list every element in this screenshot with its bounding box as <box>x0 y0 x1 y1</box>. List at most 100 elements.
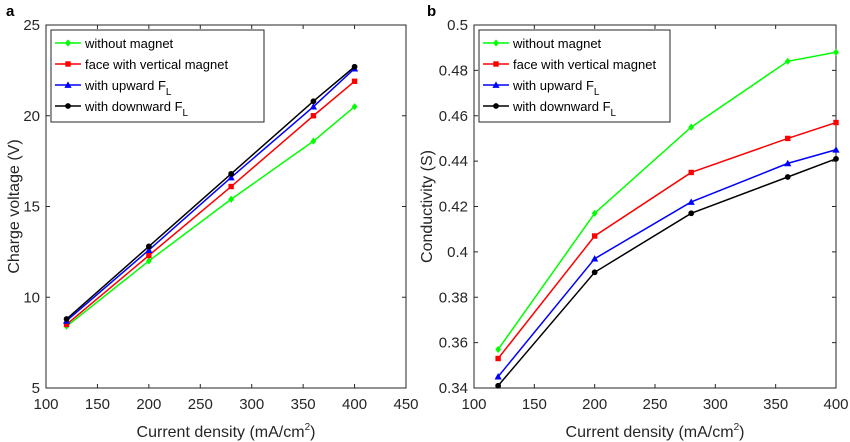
data-point-marker <box>228 170 235 177</box>
data-point-marker <box>227 173 235 181</box>
y-tick-label: 5 <box>32 380 40 397</box>
legend: without magnet face with vertical magnet w… <box>478 29 671 123</box>
y-tick-label: 0.5 <box>447 17 468 34</box>
legend-entry-label: with downward FL <box>84 99 189 119</box>
data-point-marker <box>833 48 839 56</box>
series-1 <box>495 48 839 354</box>
y-tick-label: 10 <box>23 289 40 306</box>
x-tick-label: 350 <box>291 396 316 413</box>
data-point-marker <box>351 103 358 111</box>
x-tick-label: 400 <box>342 396 367 413</box>
series-3 <box>62 64 359 324</box>
series-line <box>66 106 356 327</box>
data-point-marker <box>65 103 71 109</box>
data-point-marker <box>63 316 70 322</box>
data-point-marker <box>492 81 500 88</box>
data-point-marker <box>591 255 599 262</box>
data-point-marker <box>833 155 839 162</box>
series-2 <box>63 78 358 328</box>
legend: without magnet face with vertical magnet w… <box>50 29 265 123</box>
legend-entry-label: with downward FL <box>512 99 617 119</box>
data-point-marker <box>785 135 791 142</box>
data-point-marker <box>832 146 840 153</box>
x-tick-label: 100 <box>33 396 58 413</box>
data-point-marker <box>591 269 598 276</box>
data-point-marker <box>145 243 152 250</box>
data-point-marker <box>688 210 695 217</box>
series-3 <box>494 146 840 380</box>
panel-a: a 100 150 200 250 300 350 400 450 5 10 15 20 25 Curren… <box>6 3 419 441</box>
x-tick-label: 350 <box>763 396 788 413</box>
y-tick-label: 0.48 <box>439 62 468 79</box>
y-tick-label: 0.46 <box>439 108 468 125</box>
data-point-marker <box>688 123 695 131</box>
legend-entry-label: face with vertical magnet <box>513 57 656 72</box>
series-line <box>497 149 837 378</box>
x-tick-label: 250 <box>642 396 667 413</box>
y-tick-label: 0.42 <box>439 199 468 216</box>
data-point-marker <box>63 321 70 328</box>
x-tick-label: 250 <box>188 396 213 413</box>
data-point-marker <box>784 174 791 180</box>
y-tick-label: 0.36 <box>439 335 468 352</box>
data-point-marker <box>309 103 318 110</box>
data-point-marker <box>145 246 153 253</box>
series-4 <box>495 155 839 389</box>
data-point-marker <box>591 233 598 239</box>
x-tick-label: 300 <box>239 396 264 413</box>
data-point-marker <box>351 78 358 84</box>
data-point-marker <box>493 39 499 47</box>
legend-box <box>478 29 671 123</box>
data-point-marker <box>784 57 791 65</box>
legend-entry-label: with upward FL <box>84 78 172 98</box>
data-point-marker <box>591 209 598 217</box>
x-tick-label: 200 <box>136 396 161 413</box>
data-point-marker <box>65 39 71 47</box>
data-point-marker <box>228 195 235 203</box>
data-point-marker <box>310 137 317 145</box>
panel-letter: b <box>427 3 436 20</box>
x-axis-label: Current density (mA/cm2) <box>137 422 316 441</box>
data-point-marker <box>146 252 152 259</box>
panel-letter: a <box>6 3 15 20</box>
data-point-marker <box>310 113 317 119</box>
series-1 <box>63 103 358 330</box>
data-point-marker <box>493 61 499 67</box>
legend-entry-label: without magnet <box>84 36 174 51</box>
data-point-marker <box>64 81 72 88</box>
y-tick-label: 20 <box>23 108 40 125</box>
x-tick-label: 100 <box>461 396 486 413</box>
data-point-marker <box>495 382 502 389</box>
y-tick-label: 0.4 <box>447 244 468 261</box>
data-point-marker <box>833 119 839 126</box>
y-axis-label: Conductivity (S) <box>419 150 436 263</box>
legend-entry-label: with upward FL <box>512 78 600 98</box>
x-tick-label: 300 <box>703 396 728 413</box>
series-4 <box>63 63 358 322</box>
data-point-marker <box>495 345 502 354</box>
data-point-marker <box>494 373 502 380</box>
data-point-marker <box>310 98 317 105</box>
y-tick-label: 0.34 <box>439 380 468 397</box>
series-2 <box>495 119 839 362</box>
panel-b: b 100 150 200 250 300 350 400 0.34 0.36 0.38 0.4 0.4… <box>419 3 848 441</box>
x-tick-label: 150 <box>522 396 547 413</box>
y-axis-label: Charge voltage (V) <box>6 139 23 273</box>
y-tick-label: 0.38 <box>439 289 468 306</box>
legend-entry-label: face with vertical magnet <box>85 57 228 72</box>
data-point-marker <box>145 257 152 265</box>
data-point-marker <box>495 355 501 362</box>
data-point-marker <box>65 61 71 67</box>
y-tick-label: 25 <box>23 17 40 34</box>
legend-entry-label: without magnet <box>512 36 602 51</box>
data-point-marker <box>688 169 694 176</box>
data-point-marker <box>493 103 499 109</box>
x-tick-label: 450 <box>393 396 418 413</box>
data-point-marker <box>687 198 695 205</box>
y-tick-label: 15 <box>23 199 40 216</box>
x-tick-label: 400 <box>823 396 848 413</box>
y-tick-label: 0.44 <box>439 153 468 170</box>
x-axis-label: Current density (mA/cm2) <box>566 422 745 441</box>
data-point-marker <box>784 159 792 167</box>
